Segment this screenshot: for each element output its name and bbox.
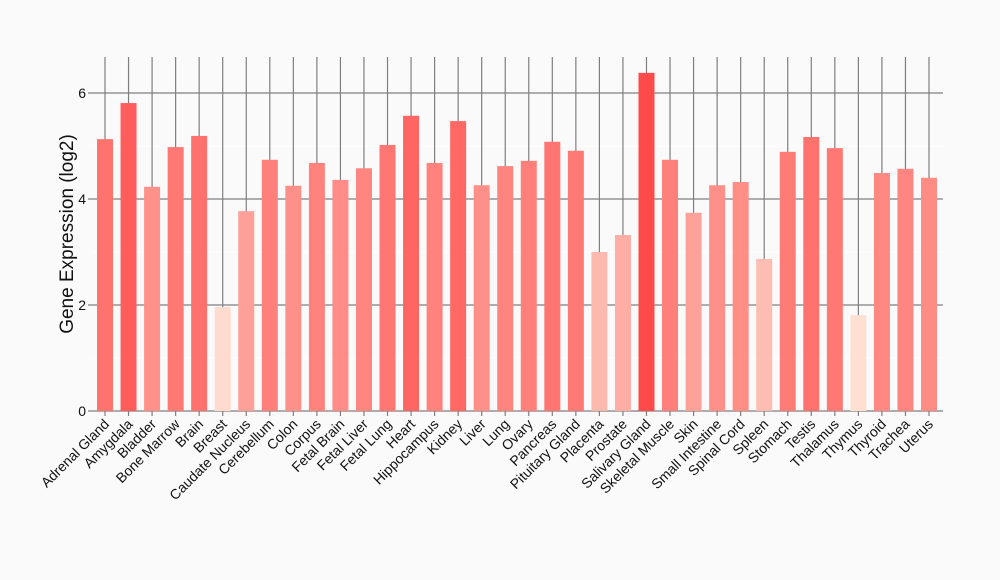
bar-small-intestine: [709, 185, 726, 411]
bar-fetal-liver: [355, 168, 372, 411]
bar-fetal-brain: [332, 179, 349, 411]
y-axis-label: Gene Expression (log2): [57, 134, 78, 334]
bar-kidney: [450, 121, 467, 411]
bar-colon: [285, 185, 302, 411]
bar-corpus: [308, 162, 325, 411]
bar-amygdala: [120, 103, 137, 411]
bar-caudate-nucleus: [238, 211, 255, 411]
bar-salivary-gland: [638, 72, 655, 412]
bar-bone-marrow: [167, 147, 184, 411]
bar-prostate: [614, 235, 631, 411]
bar-ovary: [520, 160, 537, 411]
bar-testis: [803, 136, 820, 412]
bar-liver: [473, 185, 490, 411]
y-axis-ticks: 0 2 4 6: [78, 85, 86, 419]
bar-spleen: [756, 258, 773, 411]
bars: [97, 72, 937, 412]
bar-pancreas: [544, 141, 561, 411]
bar-cerebellum: [261, 159, 278, 411]
y-tick-label: 6: [78, 85, 86, 101]
y-tick-label: 2: [78, 297, 86, 313]
bar-breast: [214, 307, 231, 411]
bar-adrenal-gland: [97, 139, 113, 412]
bar-spinal-cord: [732, 182, 749, 411]
bar-pituitary-gland: [567, 150, 584, 411]
bar-fetal-lung: [379, 144, 396, 411]
bar-hippocampus: [426, 162, 443, 411]
bar-thyroid: [873, 173, 890, 411]
y-tick-label: 0: [78, 403, 86, 419]
bar-heart: [403, 115, 420, 411]
bar-brain: [191, 135, 208, 411]
bar-skin: [685, 212, 702, 411]
y-tick-label: 4: [78, 191, 86, 207]
bar-thalamus: [826, 148, 843, 411]
bar-lung: [497, 166, 514, 411]
bar-trachea: [897, 168, 914, 411]
bar-bladder: [144, 186, 161, 411]
bar-stomach: [779, 151, 796, 411]
bar-skeletal-muscle: [662, 159, 679, 411]
bar-placenta: [591, 252, 608, 411]
bar-uterus: [921, 177, 937, 411]
bar-thymus: [850, 315, 867, 411]
